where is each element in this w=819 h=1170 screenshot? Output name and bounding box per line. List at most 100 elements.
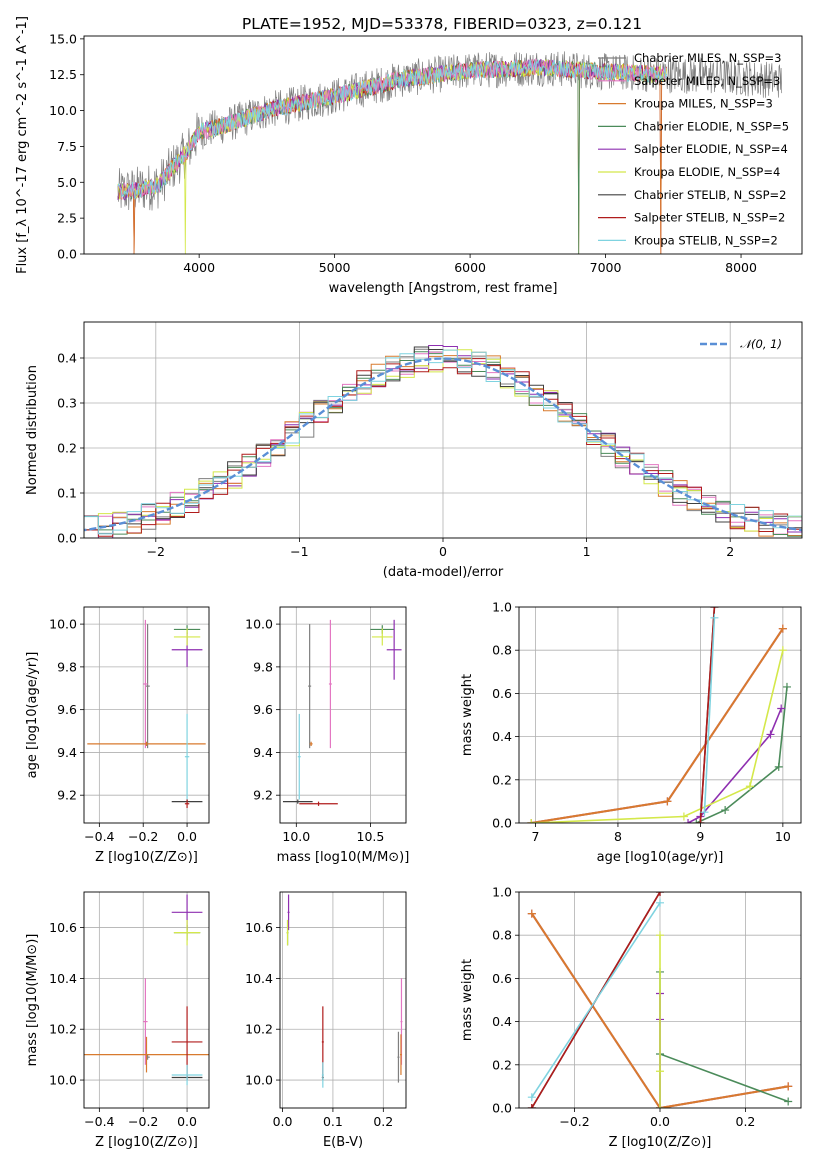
residuals-y-tick-label: 0.3 xyxy=(57,396,77,411)
residuals-histogram xyxy=(84,358,802,537)
residuals-x-tick-label: −1 xyxy=(290,544,308,559)
mass_weight_vs_age-x-tick-label: 10 xyxy=(775,829,791,844)
mass_weight_vs_Z-point-marker xyxy=(527,1093,536,1102)
mass_weight_vs_age-series-line xyxy=(687,708,782,823)
age_vs_Z-x-tick-label: 0.0 xyxy=(177,829,197,844)
mass_vs_EBV-y-tick-label: 10.0 xyxy=(245,1073,273,1088)
age_vs_Z-x-tick-label: −0.2 xyxy=(128,829,158,844)
residuals-xlabel: (data-model)/error xyxy=(383,565,504,580)
spectrum-y-tick-label: 0.0 xyxy=(57,247,77,262)
spectrum-legend-label: Chabrier ELODIE, N_SSP=5 xyxy=(634,119,789,133)
mass_weight_vs_age-point-marker xyxy=(766,730,775,739)
age_vs_mass-panel: 10.0 10.5 9.2 9.4 9.6 9.8 10.0 mass [log10(M/M⊙… xyxy=(245,606,410,865)
mass_weight_vs_Z-x-tick-label: 0.0 xyxy=(650,1114,670,1129)
mass_vs_EBV-x-tick-label: 0.0 xyxy=(273,1114,293,1129)
spectrum-y-tick-label: 10.0 xyxy=(49,103,77,118)
spectrum-panel: 4000 5000 6000 7000 8000 0.0 2.5 5.0 7.5 10.0 12.5… xyxy=(15,16,803,296)
spectrum-legend-label: Chabrier MILES, N_SSP=3 xyxy=(634,51,781,65)
mass_weight_vs_Z-y-tick-label: 0.4 xyxy=(492,1014,512,1029)
mass_weight_vs_Z-frame xyxy=(518,891,802,1109)
mass_weight_vs_Z-series-line xyxy=(659,971,789,1108)
age_vs_mass-plot-area xyxy=(280,607,406,823)
mass_weight_vs_age-panel: 7 8 9 10 0.0 0.2 0.4 0.6 0.8 1.0 age [log10(age/yr… xyxy=(460,600,802,865)
spectrum-x-tick-label: 4000 xyxy=(183,260,215,275)
mass_weight_vs_age-x-tick-label: 7 xyxy=(532,829,540,844)
mass_weight_vs_age-series-line xyxy=(699,607,716,823)
mass_weight_vs_age-xlabel: age [log10(age/yr)] xyxy=(597,850,724,865)
spectrum-x-tick-label: 8000 xyxy=(725,260,757,275)
age_vs_mass-y-tick-label: 9.8 xyxy=(253,659,273,674)
mass_vs_Z-y-tick-label: 10.0 xyxy=(49,1073,77,1088)
spectrum-model-line xyxy=(117,59,667,254)
mass_weight_vs_Z-point-marker xyxy=(656,1067,664,1076)
mass_weight_vs_age-series-line xyxy=(531,650,784,823)
mass_weight_vs_Z-point-marker xyxy=(656,931,664,940)
residuals-y-tick-label: 0.0 xyxy=(57,531,77,546)
age_vs_Z-panel: −0.4 −0.2 0.0 9.2 9.4 9.6 9.8 10.0 Z [log10(Z/Z⊙… xyxy=(25,606,210,865)
mass_weight_vs_age-point-marker xyxy=(782,682,791,691)
mass_vs_EBV-frame xyxy=(279,891,407,1109)
mass_weight_vs_age-y-tick-label: 0.2 xyxy=(492,772,512,787)
mass_vs_EBV-y-tick-label: 10.6 xyxy=(245,920,273,935)
mass_weight_vs_age-series-line xyxy=(695,686,788,823)
spectrum-model-line xyxy=(117,59,667,200)
mass_weight_vs_age-point-marker xyxy=(745,782,754,791)
residuals-histogram xyxy=(84,349,802,535)
spectrum-y-tick-label: 2.5 xyxy=(57,211,77,226)
mass_weight_vs_age-point-marker xyxy=(700,808,709,817)
mass_vs_Z-y-tick-label: 10.4 xyxy=(49,971,77,986)
mass_weight_vs_Z-x-tick-label: 0.2 xyxy=(736,1114,756,1129)
mass_vs_Z-plot-area xyxy=(84,892,209,1108)
mass_vs_EBV-panel: 0.0 0.1 0.2 10.0 10.2 10.4 10.6 E(B-V) xyxy=(245,891,407,1150)
residuals-x-tick-label: −2 xyxy=(147,544,165,559)
mass_vs_Z-frame xyxy=(83,891,210,1109)
mass_weight_vs_age-x-tick-label: 9 xyxy=(696,829,704,844)
mass_vs_Z-x-tick-label: −0.4 xyxy=(84,1114,114,1129)
mass_weight_vs_Z-y-tick-label: 0.0 xyxy=(492,1101,512,1116)
spectrum-x-tick-label: 6000 xyxy=(454,260,486,275)
age_vs_mass-xlabel: mass [log10(M/M⊙)] xyxy=(277,850,410,865)
mass_weight_vs_age-point-marker xyxy=(696,819,705,823)
spectrum-legend-label: Salpeter STELIB, N_SSP=2 xyxy=(634,211,785,225)
mass_weight_vs_Z-plot-area xyxy=(519,892,801,1108)
mass_weight_vs_age-point-marker xyxy=(721,806,730,815)
mass_weight_vs_Z-series-line xyxy=(530,913,789,1108)
spectrum-legend-label: Salpeter MILES, N_SSP=3 xyxy=(634,74,780,88)
mass_weight_vs_age-point-marker xyxy=(692,819,701,823)
mass_weight_vs_age-y-tick-label: 0.0 xyxy=(492,816,512,831)
residuals-y-tick-label: 0.1 xyxy=(57,486,77,501)
age_vs_mass-y-tick-label: 9.6 xyxy=(253,702,273,717)
mass_vs_Z-y-tick-label: 10.2 xyxy=(49,1022,77,1037)
age_vs_Z-y-tick-label: 10.0 xyxy=(49,617,77,632)
mass_weight_vs_age-point-marker xyxy=(710,607,719,611)
mass_weight_vs_age-point-marker xyxy=(710,613,719,622)
mass_vs_Z-x-tick-label: −0.2 xyxy=(128,1114,158,1129)
mass_weight_vs_age-y-tick-label: 0.8 xyxy=(492,643,512,658)
mass_vs_EBV-x-tick-label: 0.1 xyxy=(323,1114,343,1129)
mass_weight_vs_Z-point-marker xyxy=(527,1104,536,1108)
spectrum-legend-label: Chabrier STELIB, N_SSP=2 xyxy=(634,188,786,202)
age_vs_Z-frame xyxy=(83,606,210,824)
mass_weight_vs_Z-point-marker xyxy=(656,892,664,896)
spectrum-y-tick-label: 5.0 xyxy=(57,175,77,190)
mass_weight_vs_age-ylabel: mass weight xyxy=(460,674,475,756)
mass_weight_vs_Z-point-marker xyxy=(656,898,664,907)
mass_weight_vs_age-y-tick-label: 1.0 xyxy=(492,600,512,615)
spectrum-plot-area xyxy=(117,51,783,254)
mass_weight_vs_Z-y-tick-label: 0.8 xyxy=(492,928,512,943)
mass_weight_vs_age-point-marker xyxy=(777,704,786,713)
mass_weight_vs_age-y-tick-label: 0.6 xyxy=(492,686,512,701)
mass_weight_vs_age-point-marker xyxy=(679,812,688,821)
age_vs_Z-ylabel: age [log10(age/yr)] xyxy=(25,652,40,779)
spectrum-y-tick-label: 15.0 xyxy=(49,31,77,46)
mass_vs_EBV-x-tick-label: 0.2 xyxy=(373,1114,393,1129)
age_vs_Z-y-tick-label: 9.2 xyxy=(57,788,77,803)
residuals-x-tick-label: 1 xyxy=(583,544,591,559)
spectrum-legend: Chabrier MILES, N_SSP=3 Salpeter MILES, N… xyxy=(598,51,789,247)
age_vs_Z-y-tick-label: 9.4 xyxy=(57,745,77,760)
mass_weight_vs_age-point-marker xyxy=(527,819,536,823)
mass_weight_vs_Z-point-marker xyxy=(527,909,536,918)
age_vs_mass-y-tick-label: 9.2 xyxy=(253,788,273,803)
age_vs_mass-frame xyxy=(279,606,407,824)
